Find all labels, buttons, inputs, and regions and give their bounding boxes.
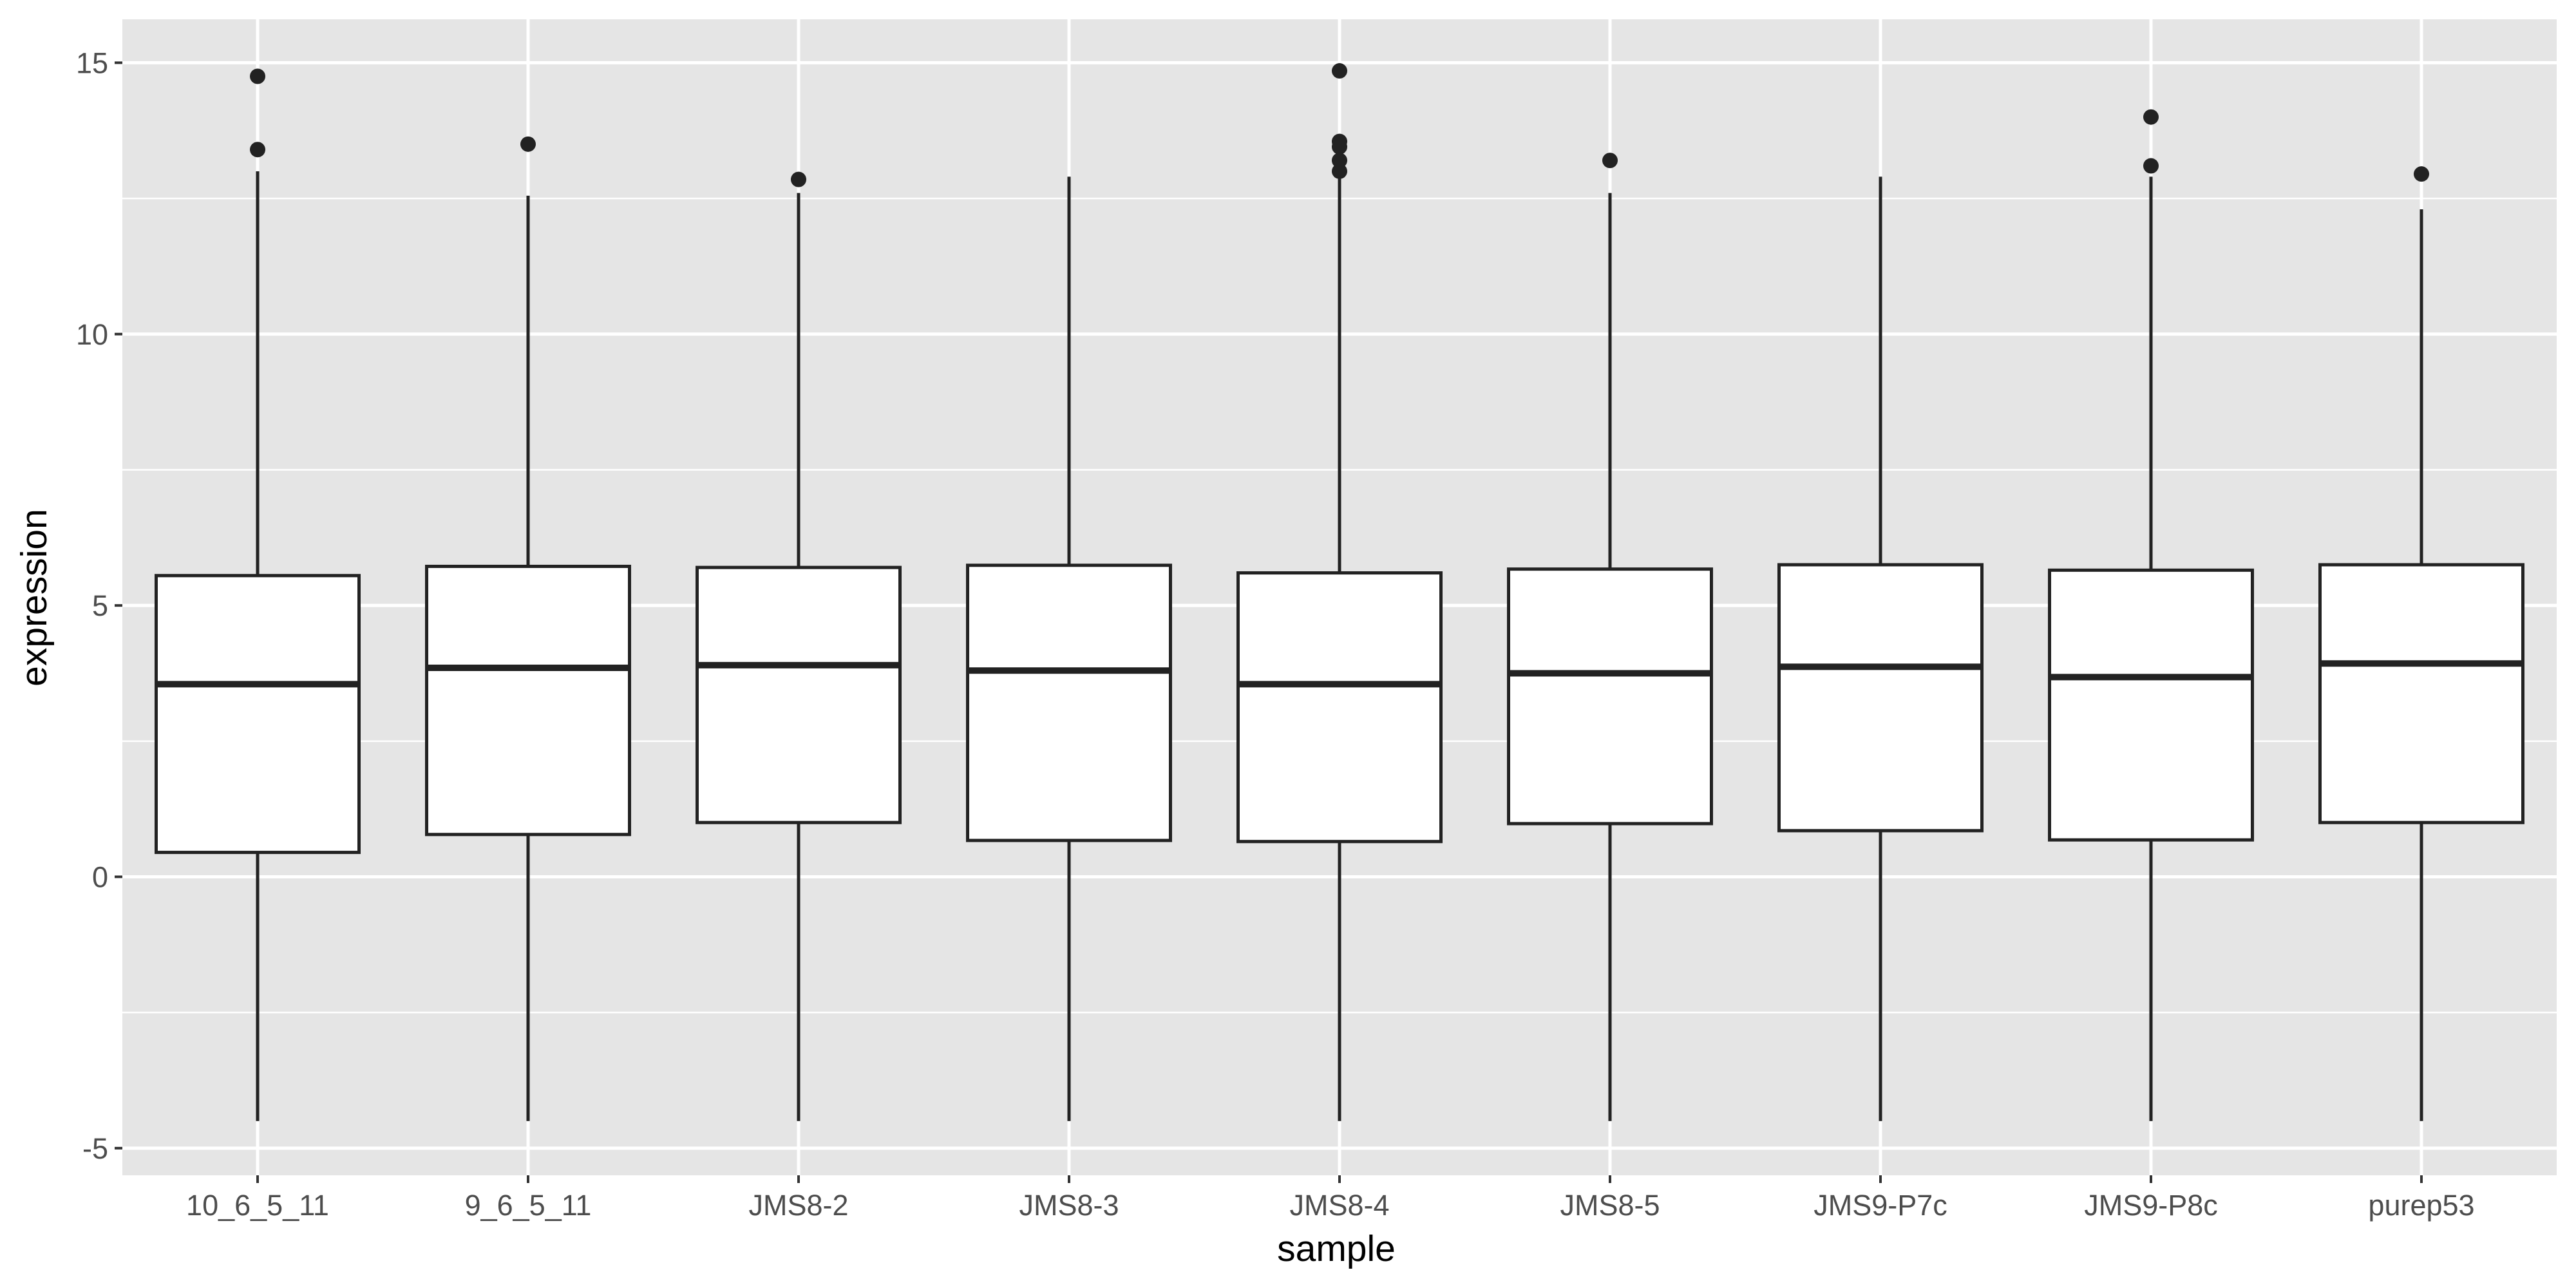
outlier-point [1332,163,1347,179]
y-axis-title: expression [14,509,55,687]
box-JMS9-P8c [2048,109,2254,1121]
x-tick-label: JMS8-3 [1019,1189,1119,1222]
outlier-point [1332,133,1347,149]
x-tick-label: JMS8-4 [1289,1189,1389,1222]
outlier-point [791,171,806,187]
outlier-point [520,136,536,152]
y-tick-label: 0 [92,861,108,894]
box-JMS9-P7c [1777,176,1984,1121]
y-axis: -5 0 5 10 15 [76,46,122,1165]
x-tick-label: 9_6_5_11 [465,1189,592,1222]
boxes [155,63,2524,1121]
outlier-point [2414,166,2429,182]
outlier-point [250,142,265,158]
box-JMS8-2 [696,171,902,1121]
box-iqr [966,564,1172,842]
box-purep53 [2318,166,2524,1121]
box-iqr [1236,571,1443,844]
x-tick-label: JMS8-2 [748,1189,848,1222]
x-tick-label: 10_6_5_11 [186,1189,329,1222]
outlier-point [2143,109,2159,125]
x-tick-label: JMS9-P7c [1814,1189,1947,1222]
box-10_6_5_11 [155,68,361,1121]
box-JMS8-4 [1236,63,1443,1121]
x-axis-title: sample [1277,1228,1396,1269]
box-iqr [2318,563,2524,824]
box-JMS8-3 [966,176,1172,1121]
x-tick-label: JMS8-5 [1560,1189,1660,1222]
box-iqr [1507,567,1713,826]
outlier-point [1332,153,1347,169]
y-tick-label: 10 [76,318,108,351]
y-tick-label: 5 [92,589,108,622]
box-iqr [1777,563,1984,833]
outlier-point [250,68,265,84]
box-iqr [425,564,631,837]
outlier-point [1602,153,1618,169]
outlier-point [2143,158,2159,174]
x-tick-label: JMS9-P8c [2084,1189,2218,1222]
y-tick-label: 15 [76,46,108,79]
y-tick-label: -5 [82,1132,108,1165]
box-iqr [155,574,361,855]
box-JMS8-5 [1507,153,1713,1121]
x-tick-label: purep53 [2368,1189,2474,1222]
x-axis: 10_6_5_11 9_6_5_11 JMS8-2 JMS8-3 JMS8-4 JMS8-… [186,1175,2475,1222]
outlier-point [1332,63,1347,79]
box-iqr [696,565,902,824]
box-iqr [2048,568,2254,842]
box-9_6_5_11 [425,136,631,1121]
